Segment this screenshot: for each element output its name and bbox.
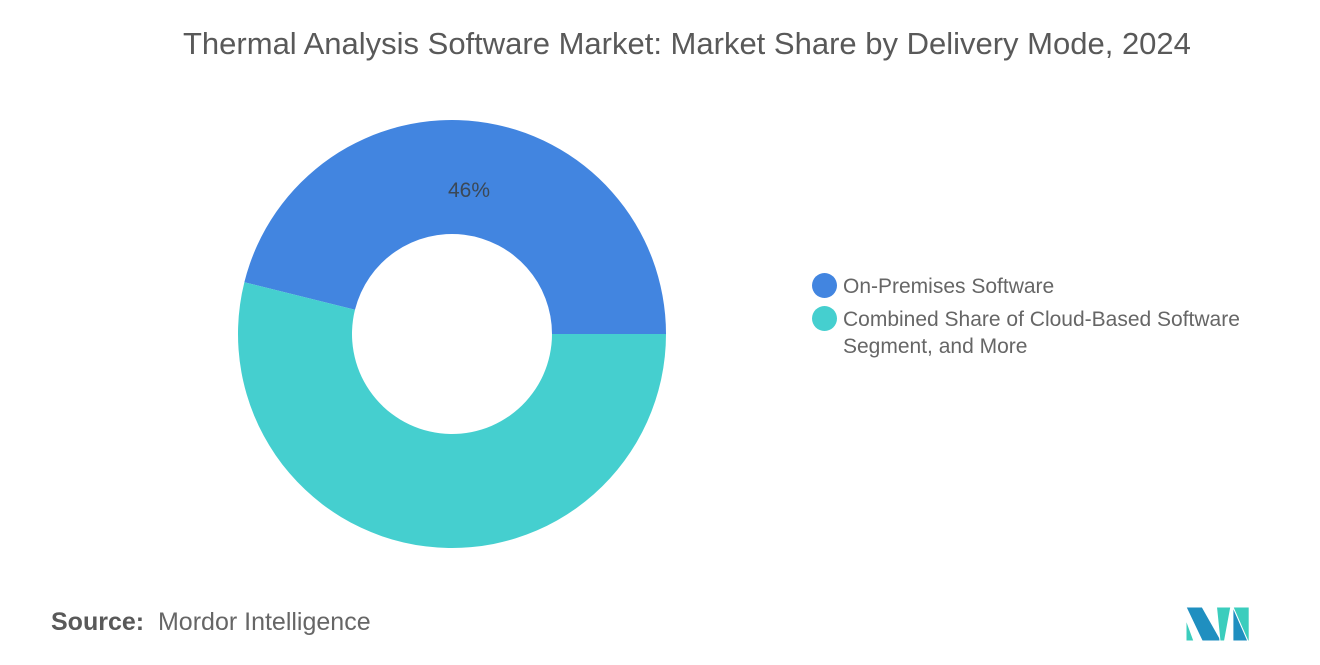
svg-text:46%: 46% [448, 179, 490, 202]
